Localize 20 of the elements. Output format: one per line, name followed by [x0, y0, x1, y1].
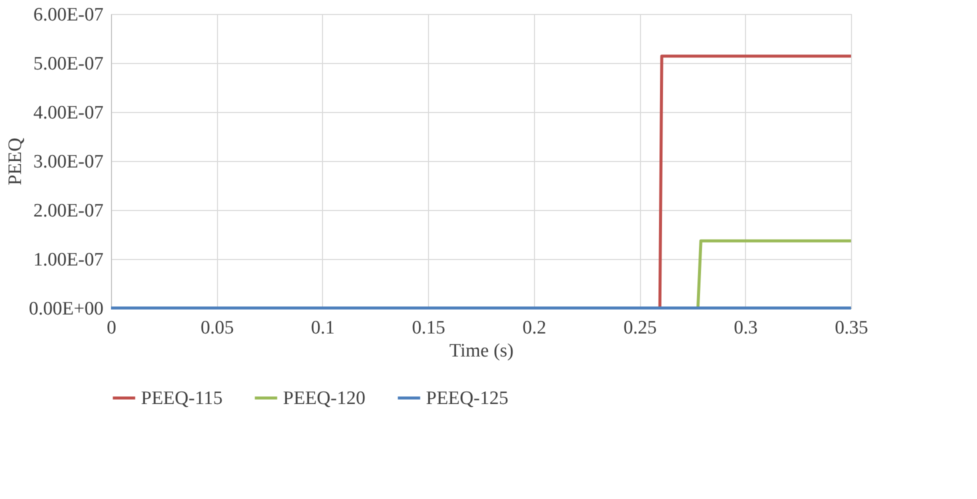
y-tick-label: 4.00E-07	[33, 102, 104, 124]
x-tick-label: 0.15	[412, 318, 446, 338]
x-tick-label: 0.05	[200, 318, 234, 338]
x-tick-label: 0.25	[623, 318, 657, 338]
x-tick-label: 0.35	[834, 318, 868, 338]
y-tick-label: 5.00E-07	[33, 54, 104, 74]
y-tick-label: 1.00E-07	[33, 250, 104, 270]
legend-label: PEEQ-115	[141, 388, 223, 409]
x-tick-label: 0	[106, 318, 116, 338]
y-axis-title: PEEQ	[4, 137, 26, 186]
y-tick-label: 3.00E-07	[33, 152, 104, 172]
y-tick-label: 6.00E-07	[33, 4, 104, 26]
legend-label: PEEQ-125	[426, 388, 508, 409]
x-tick-label: 0.2	[522, 318, 546, 338]
x-axis-title: Time (s)	[449, 340, 514, 362]
y-tick-label: 2.00E-07	[33, 200, 104, 222]
x-tick-label: 0.3	[734, 318, 758, 338]
y-tick-label: 0.00E+00	[28, 298, 104, 320]
x-tick-label: 0.1	[311, 318, 335, 338]
legend-label: PEEQ-120	[283, 388, 366, 409]
